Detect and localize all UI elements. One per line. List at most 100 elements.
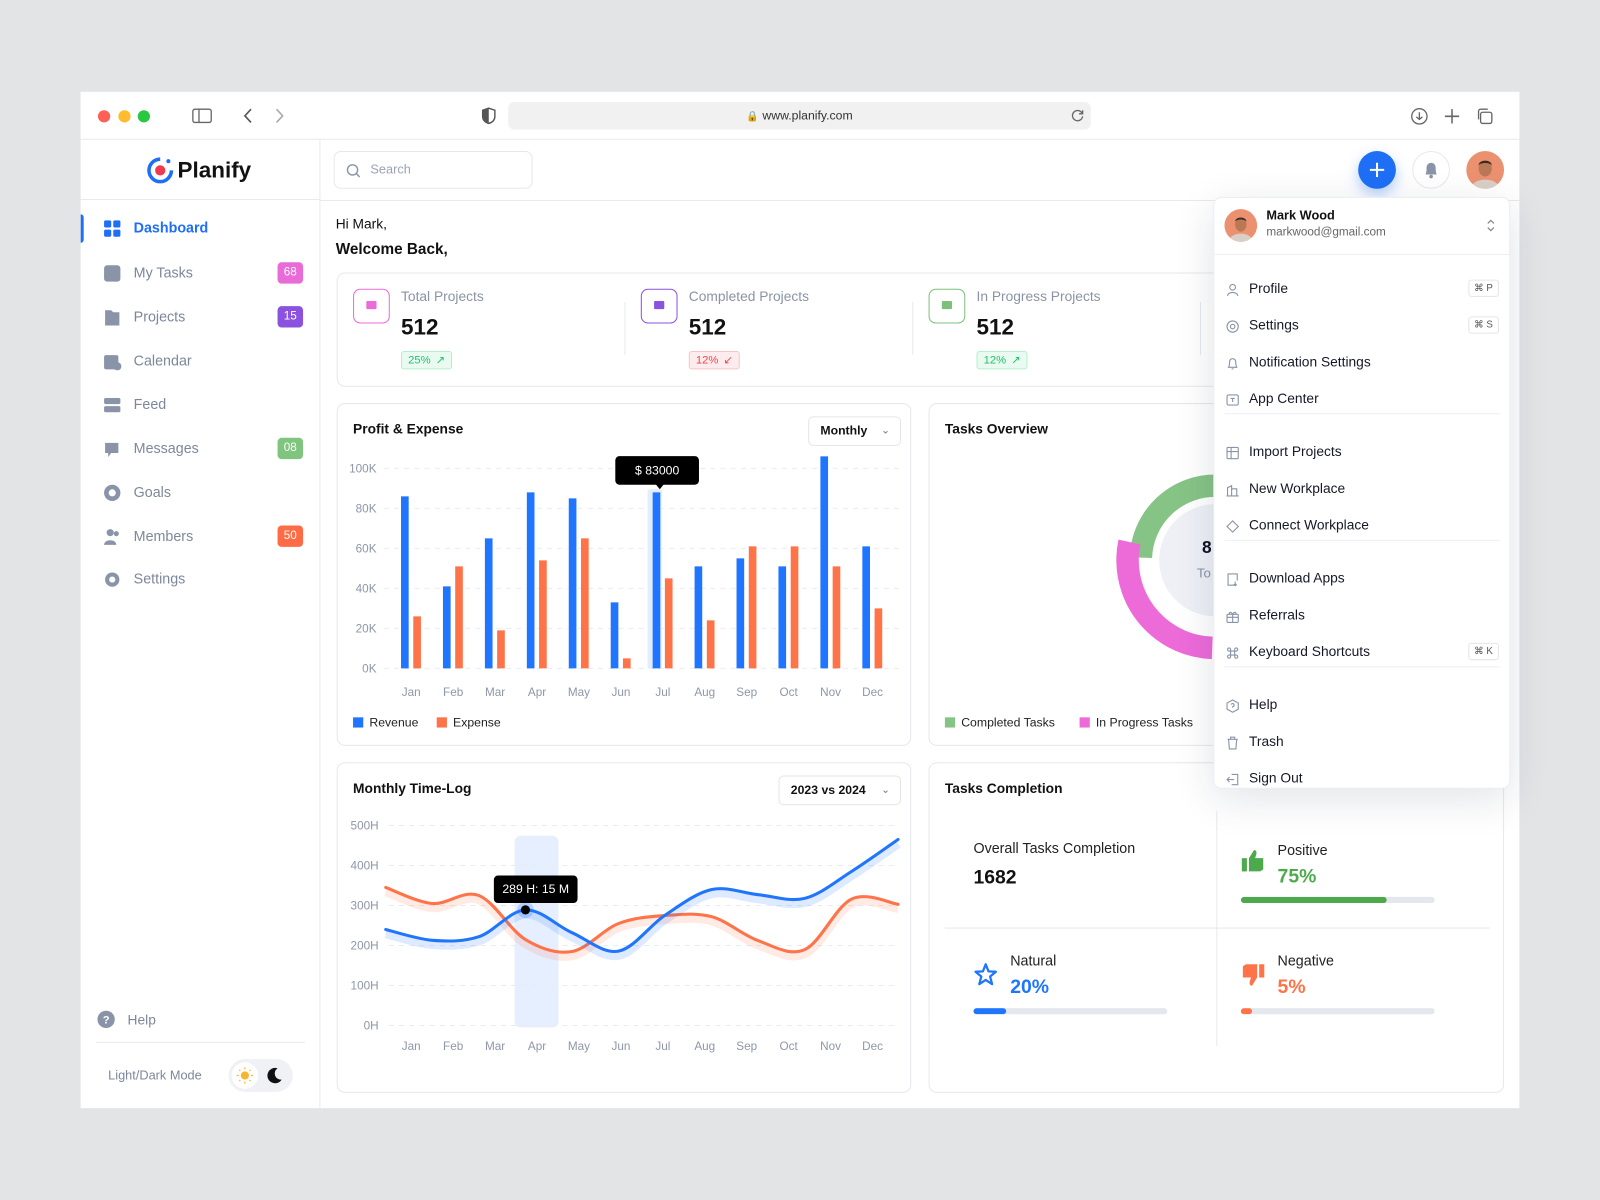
sidebar-item-projects[interactable]: Projects 15: [81, 300, 321, 335]
svg-text:?: ?: [103, 1014, 110, 1026]
year-compare-select[interactable]: 2023 vs 2024 ⌄: [778, 775, 902, 806]
time-log-card: Monthly Time-Log 2023 vs 2024 ⌄ 0H 100H 200…: [336, 762, 912, 1093]
y-tick-label: 200H: [351, 940, 379, 953]
divider: [944, 927, 1490, 929]
stat-label: Completed Projects: [688, 288, 809, 305]
new-tab-icon[interactable]: [1443, 107, 1461, 125]
sidebar-item-dashboard[interactable]: Dashboard: [80, 211, 321, 246]
maximize-window-button[interactable]: [137, 110, 150, 123]
star-icon: [974, 963, 998, 986]
minimize-window-button[interactable]: [118, 110, 131, 123]
sidebar-item-goals[interactable]: Goals: [81, 476, 321, 511]
address-bar[interactable]: 🔒 www.planify.com: [508, 102, 1091, 130]
bar-chart: 0K 20K 40K 60K 80K 100K Jan Feb Mar Apr May Jun Jul A…: [349, 456, 899, 699]
theme-toggle[interactable]: [228, 1059, 293, 1092]
sidebar-item-settings[interactable]: Settings: [81, 562, 321, 597]
menu-item-sign-out[interactable]: Sign Out: [1214, 764, 1511, 795]
bar-expense-may[interactable]: [581, 538, 589, 669]
y-tick-label: 60K: [356, 542, 377, 555]
add-button[interactable]: [1358, 151, 1396, 189]
menu-item-notification-settings[interactable]: Notification Settings: [1214, 348, 1511, 379]
menu-item-download-apps[interactable]: Download Apps: [1214, 564, 1511, 595]
line-series-2023[interactable]: [384, 885, 900, 954]
legend-swatch: [436, 717, 447, 728]
bar-revenue-mar[interactable]: [484, 538, 493, 669]
menu-item-settings[interactable]: Settings ⌘ S: [1214, 311, 1511, 342]
legend-label: In Progress Tasks: [1095, 715, 1194, 730]
bar-expense-aug[interactable]: [706, 620, 715, 669]
bar-expense-apr[interactable]: [539, 560, 547, 669]
bar-revenue-may[interactable]: [568, 498, 577, 669]
switch-account-icon[interactable]: [1486, 218, 1496, 232]
bar-revenue-jun[interactable]: [610, 602, 619, 669]
hover-point[interactable]: [520, 905, 531, 915]
forward-icon[interactable]: [273, 107, 285, 124]
divider: [1224, 666, 1500, 668]
x-tick-label: Jan: [402, 686, 421, 699]
bar-revenue-jul[interactable]: [652, 492, 661, 669]
sidebar-item-feed[interactable]: Feed: [81, 388, 321, 423]
menu-item-trash[interactable]: Trash: [1214, 728, 1511, 759]
bar-revenue-dec[interactable]: [862, 546, 870, 669]
divider: [1216, 811, 1218, 1046]
bar-expense-jun[interactable]: [622, 658, 631, 669]
feed-icon: [104, 397, 121, 413]
legend-label: Revenue: [369, 715, 419, 730]
light-mode-option[interactable]: [231, 1062, 259, 1089]
bar-revenue-jan[interactable]: [401, 496, 409, 669]
menu-item-label: Trash: [1248, 733, 1284, 749]
notifications-button[interactable]: [1412, 151, 1450, 189]
overall-label: Overall Tasks Completion: [973, 839, 1136, 857]
y-tick-label: 40K: [356, 582, 377, 595]
shield-icon[interactable]: [481, 107, 496, 125]
menu-item-import-projects[interactable]: Import Projects: [1214, 438, 1511, 469]
menu-avatar: [1224, 209, 1258, 242]
sidebar-item-members[interactable]: Members 50: [81, 519, 321, 554]
stat-value: 512: [688, 314, 727, 340]
period-select[interactable]: Monthly ⌄: [808, 416, 902, 446]
bar-expense-feb[interactable]: [455, 566, 463, 669]
bar-revenue-feb[interactable]: [442, 586, 451, 669]
bar-expense-sep[interactable]: [748, 546, 757, 669]
connect-icon: [1226, 520, 1240, 533]
search-input[interactable]: Search: [333, 151, 533, 189]
sidebar-item-my-tasks[interactable]: My Tasks 68: [81, 256, 321, 291]
bar-expense-dec[interactable]: [874, 608, 883, 669]
menu-item-app-center[interactable]: App Center: [1214, 385, 1511, 416]
bar-expense-nov[interactable]: [832, 566, 841, 669]
menu-item-help[interactable]: Help: [1214, 691, 1511, 722]
bar-revenue-sep[interactable]: [736, 558, 745, 669]
x-tick-label: Feb: [443, 1040, 464, 1053]
download-icon[interactable]: [1410, 107, 1428, 125]
bar-revenue-aug[interactable]: [694, 566, 703, 669]
y-tick-label: 0K: [362, 662, 377, 675]
reload-icon[interactable]: [1070, 108, 1084, 122]
x-tick-label: May: [568, 686, 590, 699]
sidebar-item-messages[interactable]: Messages 08: [81, 432, 321, 467]
avatar[interactable]: [1466, 151, 1505, 189]
bar-revenue-nov[interactable]: [820, 456, 829, 669]
back-icon[interactable]: [242, 107, 254, 124]
bar-expense-oct[interactable]: [790, 546, 799, 669]
sidebar-toggle-icon[interactable]: [192, 108, 212, 124]
menu-item-keyboard-shortcuts[interactable]: Keyboard Shortcuts ⌘ K: [1214, 638, 1511, 669]
line-series-2024[interactable]: [384, 837, 900, 953]
tabs-overview-icon[interactable]: [1475, 107, 1493, 125]
bar-revenue-oct[interactable]: [778, 566, 787, 669]
bar-expense-jul[interactable]: [664, 578, 673, 669]
menu-item-new-workplace[interactable]: New Workplace: [1214, 474, 1511, 505]
moon-icon[interactable]: [264, 1065, 284, 1085]
sidebar-item-calendar[interactable]: Calendar: [81, 344, 321, 379]
bar-revenue-apr[interactable]: [526, 492, 535, 669]
logo[interactable]: Planify: [80, 140, 321, 200]
bar-expense-mar[interactable]: [497, 630, 505, 669]
close-window-button[interactable]: [97, 110, 111, 123]
menu-item-referrals[interactable]: Referrals: [1214, 601, 1511, 632]
bar-expense-jan[interactable]: [413, 616, 421, 669]
menu-item-profile[interactable]: Profile ⌘ P: [1214, 274, 1511, 305]
bell-icon: [1227, 358, 1238, 370]
sidebar-item-label: Goals: [133, 483, 171, 500]
y-tick-label: 100K: [349, 462, 377, 475]
help-link[interactable]: Help: [127, 1012, 156, 1028]
menu-item-connect-workplace[interactable]: Connect Workplace: [1214, 511, 1511, 542]
